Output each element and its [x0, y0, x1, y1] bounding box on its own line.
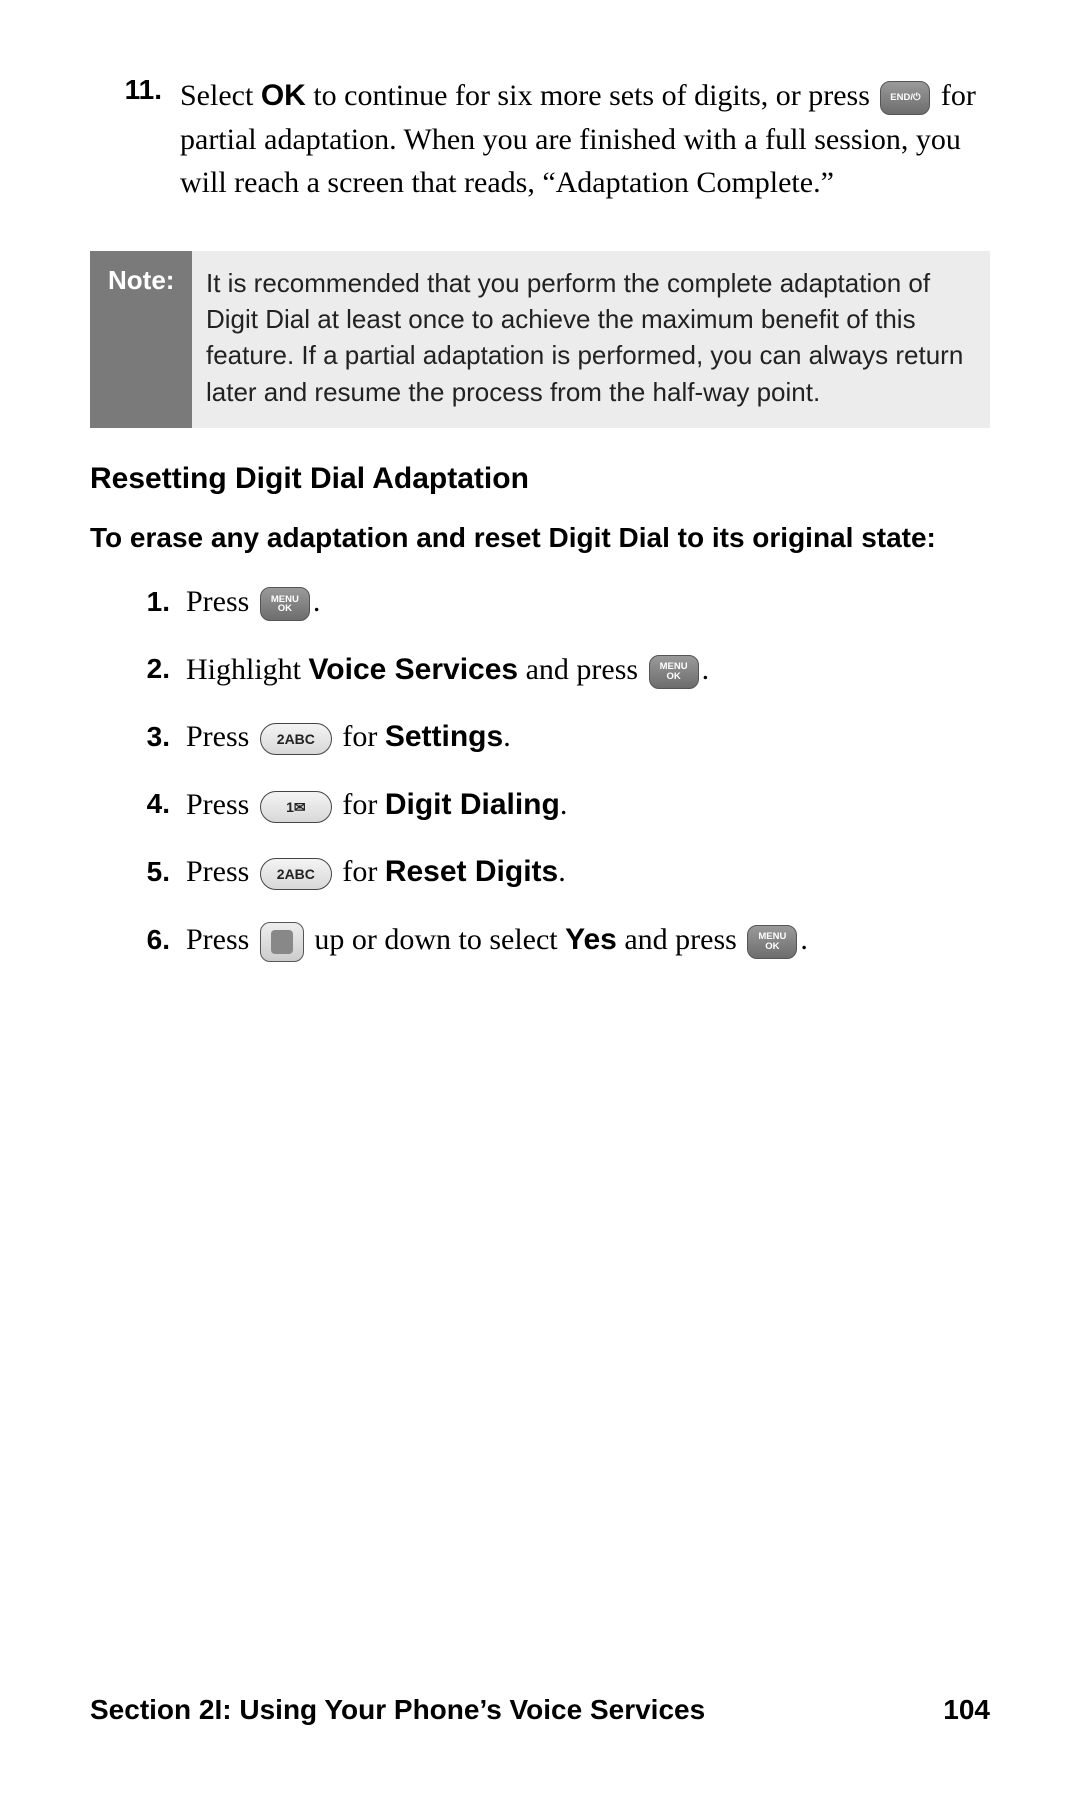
- list-item: 2. Highlight Voice Services and press ME…: [140, 648, 990, 692]
- menu-ok-key-icon: MENUOK: [649, 655, 699, 689]
- key-line2: OK: [765, 941, 779, 952]
- end-key-icon: END/⏻: [880, 81, 930, 115]
- step-bold: Reset Digits: [385, 855, 558, 888]
- step-pre: Press: [186, 923, 257, 956]
- step-body: Press 1✉ for Digit Dialing.: [186, 783, 567, 827]
- power-icon: ⏻: [913, 92, 921, 103]
- section-subheading: To erase any adaptation and reset Digit …: [90, 522, 990, 554]
- nav-key-icon: [260, 922, 304, 962]
- step-bold: Voice Services: [309, 653, 519, 686]
- step-mid: for: [335, 720, 385, 753]
- one-key-icon: 1✉: [260, 791, 332, 823]
- footer-page-number: 104: [943, 1694, 990, 1726]
- step-number: 5.: [140, 856, 186, 888]
- step-body: Press MENUOK.: [186, 580, 320, 624]
- step-bold: Digit Dialing: [385, 788, 560, 821]
- list-item: 3. Press 2ABC for Settings.: [140, 715, 990, 759]
- note-box: Note: It is recommended that you perform…: [90, 251, 990, 429]
- step-pre: Press: [186, 855, 257, 888]
- step-mid2: and press: [617, 923, 744, 956]
- step-body: Highlight Voice Services and press MENUO…: [186, 648, 709, 692]
- menu-ok-key-icon: MENUOK: [260, 587, 310, 621]
- step-11-mid: to continue for six more sets of digits,…: [306, 79, 878, 112]
- step-mid: up or down to select: [307, 923, 565, 956]
- step-pre: Press: [186, 788, 257, 821]
- key-label: 1✉: [286, 797, 306, 817]
- step-body: Press 2ABC for Reset Digits.: [186, 850, 566, 894]
- step-body: Press 2ABC for Settings.: [186, 715, 511, 759]
- key-label: 2ABC: [277, 864, 315, 884]
- step-pre: Highlight: [186, 653, 309, 686]
- step-pre: Press: [186, 585, 257, 618]
- section-heading: Resetting Digit Dial Adaptation: [90, 462, 990, 496]
- note-body: It is recommended that you perform the c…: [192, 251, 990, 429]
- note-label: Note:: [90, 251, 192, 429]
- step-body: Press up or down to select Yes and press…: [186, 918, 808, 962]
- step-mid: and press: [518, 653, 645, 686]
- step-bold: Yes: [565, 923, 617, 956]
- step-number: 1.: [140, 586, 186, 618]
- list-item: 4. Press 1✉ for Digit Dialing.: [140, 783, 990, 827]
- steps-list: 1. Press MENUOK. 2. Highlight Voice Serv…: [140, 580, 990, 962]
- step-bold: Settings: [385, 720, 503, 753]
- step-number: 2.: [140, 653, 186, 685]
- step-number: 6.: [140, 924, 186, 956]
- step-11-row: 11. Select OK to continue for six more s…: [120, 74, 990, 205]
- list-item: 1. Press MENUOK.: [140, 580, 990, 624]
- list-item: 5. Press 2ABC for Reset Digits.: [140, 850, 990, 894]
- two-abc-key-icon: 2ABC: [260, 723, 332, 755]
- step-pre: Press: [186, 720, 257, 753]
- end-key-label: END/: [890, 92, 913, 103]
- step-11-ok: OK: [261, 79, 306, 112]
- step-after: .: [800, 923, 808, 956]
- step-after: .: [313, 585, 321, 618]
- key-line2: OK: [278, 603, 292, 614]
- menu-ok-key-icon: MENUOK: [747, 925, 797, 959]
- two-abc-key-icon: 2ABC: [260, 858, 332, 890]
- step-11-body: Select OK to continue for six more sets …: [180, 74, 990, 205]
- nav-key-inner: [271, 930, 293, 954]
- page-footer: Section 2I: Using Your Phone’s Voice Ser…: [90, 1694, 990, 1726]
- key-line2: OK: [666, 671, 680, 682]
- step-11-number: 11.: [120, 74, 180, 205]
- step-11-pre: Select: [180, 79, 261, 112]
- step-after: .: [560, 788, 568, 821]
- step-after: .: [503, 720, 511, 753]
- list-item: 6. Press up or down to select Yes and pr…: [140, 918, 990, 962]
- footer-section: Section 2I: Using Your Phone’s Voice Ser…: [90, 1694, 705, 1726]
- step-number: 4.: [140, 788, 186, 820]
- step-after: .: [558, 855, 566, 888]
- step-mid: for: [335, 788, 385, 821]
- step-mid: for: [335, 855, 385, 888]
- step-number: 3.: [140, 721, 186, 753]
- step-after: .: [702, 653, 710, 686]
- key-label: 2ABC: [277, 729, 315, 749]
